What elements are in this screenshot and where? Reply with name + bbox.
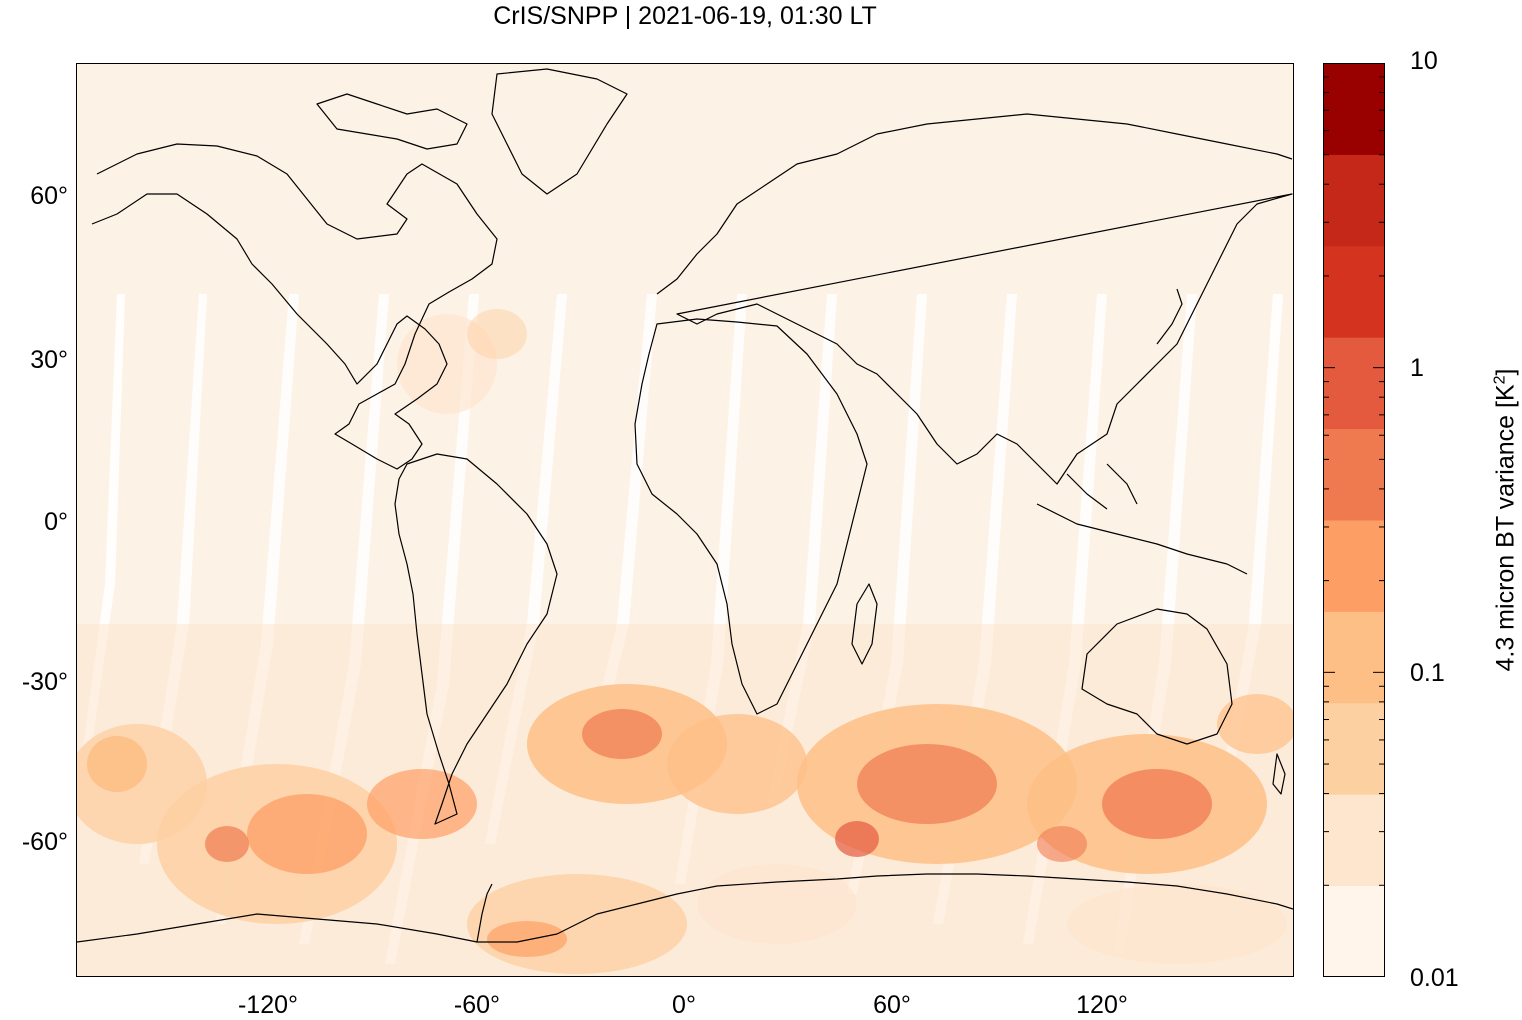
variance-patch	[1102, 769, 1212, 839]
colorbar-block	[1323, 245, 1385, 338]
lon-label-0: 0°	[672, 991, 696, 1019]
colorbar	[1323, 63, 1385, 977]
colorbar-label-10: 10	[1410, 47, 1438, 75]
colorbar-label-1: 1	[1410, 354, 1424, 382]
colorbar-block	[1323, 428, 1385, 521]
colorbar-label-0.01: 0.01	[1410, 964, 1459, 992]
lon-label-120: 120°	[1076, 991, 1128, 1019]
variance-patch	[1037, 826, 1087, 862]
colorbar-block	[1323, 154, 1385, 247]
colorbar-label-0.1: 0.1	[1410, 659, 1445, 687]
coastline-antarctica	[77, 873, 1293, 943]
lat-label-30: 30°	[30, 346, 68, 374]
lat-label-0: 0°	[44, 508, 68, 536]
swath-gap	[485, 294, 567, 844]
colorbar-block	[1323, 520, 1385, 612]
swath-gap	[933, 294, 1017, 924]
colorbar-block	[1323, 337, 1385, 430]
variance-patch	[857, 744, 997, 824]
coastline-south-america	[394, 453, 558, 825]
coastline-madagascar	[851, 583, 878, 665]
colorbar-ticks	[1323, 76, 1385, 977]
coastline-africa	[634, 318, 868, 715]
variance-patch	[1217, 694, 1293, 754]
coastline-north-america	[91, 143, 498, 470]
colorbar-border	[1323, 63, 1385, 977]
coastline-greenland	[491, 68, 628, 195]
coastline-indonesia	[1036, 463, 1248, 575]
variance-field	[77, 309, 1293, 976]
swath-gap	[579, 294, 657, 784]
swath-gap	[847, 294, 927, 894]
variance-patch	[467, 309, 527, 359]
colorbar-title: 4.3 micron BT variance [K2]	[1491, 368, 1520, 672]
variance-patch	[487, 921, 567, 957]
swath-gap	[767, 294, 837, 804]
coastline-japan	[1156, 288, 1183, 345]
lon-label-minus60: -60°	[453, 991, 501, 1019]
swath-gap	[299, 294, 389, 944]
variance-patch	[205, 826, 249, 862]
colorbar-blocks	[1323, 63, 1385, 977]
lat-label-minus30: -30°	[21, 668, 68, 696]
colorbar-block	[1323, 794, 1385, 887]
variance-patch	[367, 769, 477, 839]
swath-gap	[1023, 294, 1107, 944]
swath-gap	[81, 294, 125, 764]
variance-patch	[667, 714, 807, 814]
variance-patch	[582, 709, 662, 759]
variance-patch	[87, 736, 147, 792]
coastlines	[77, 68, 1293, 943]
variance-patch	[247, 794, 367, 874]
lon-label-60: 60°	[873, 991, 911, 1019]
colorbar-block	[1323, 611, 1385, 704]
swath-gaps	[81, 294, 1283, 964]
variance-patch	[835, 821, 879, 857]
swath-gap	[675, 294, 747, 884]
colorbar-block	[1323, 702, 1385, 795]
swath-gap	[215, 294, 299, 924]
map-title: CrIS/SNPP | 2021-06-19, 01:30 LT	[493, 2, 877, 30]
swath-gap	[1113, 294, 1197, 954]
coastline-antarctic-peninsula	[476, 883, 493, 943]
coastline-europe-asia	[656, 113, 1293, 485]
colorbar-block	[1323, 63, 1385, 155]
swath-gap	[139, 294, 207, 864]
variance-map	[77, 64, 1293, 976]
lat-label-60: 60°	[30, 182, 68, 210]
variance-patch	[1067, 884, 1287, 964]
lon-label-minus120: -120°	[237, 991, 299, 1019]
swath-gap	[1217, 294, 1283, 804]
coastline-new-zealand	[1272, 753, 1286, 795]
colorbar-block	[1323, 885, 1385, 977]
coastline-arctic-islands	[316, 93, 468, 150]
map-frame	[76, 63, 1294, 977]
coastline-australia	[1081, 608, 1233, 745]
lat-label-minus60: -60°	[21, 828, 68, 856]
swath-gap	[385, 294, 479, 964]
variance-patch	[697, 864, 857, 944]
